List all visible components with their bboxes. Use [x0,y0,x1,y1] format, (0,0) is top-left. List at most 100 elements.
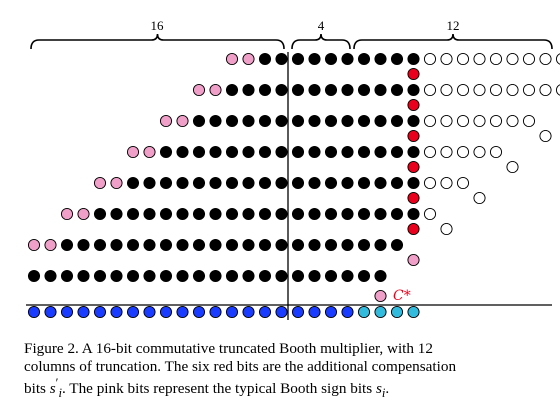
partial-product-bit [324,176,338,190]
partial-product-bit [308,176,321,190]
partial-product-bit [324,269,338,283]
truncated-bit [423,52,437,66]
partial-product-bit [357,176,371,190]
partial-product-bit [291,83,305,97]
partial-product-bit [93,238,107,252]
partial-product-bit [159,238,173,252]
product-bit [143,305,156,319]
partial-product-bit [374,114,387,128]
partial-product-bit [110,207,123,221]
partial-product-bit [110,269,123,283]
caption-line-1: Figure 2. A 16-bit commutative truncated… [24,340,433,357]
symbol-sub-i: i [58,386,62,401]
truncated-bit [456,83,470,97]
partial-product-bit [176,145,189,159]
partial-product-bit [341,176,354,190]
partial-product-bit [390,52,404,66]
partial-product-bit [407,52,420,66]
product-bit [275,305,288,319]
partial-product-bit [308,269,321,283]
compensation-bit [407,222,420,236]
partial-product-bit [291,207,305,221]
partial-product-bit [242,145,255,159]
partial-product-bit [192,207,206,221]
column-braces: 16 4 12 [30,18,553,50]
partial-product-bit [341,207,354,221]
truncated-bit [456,114,470,128]
partial-product-bit [60,269,74,283]
partial-product-bit [324,52,338,66]
truncated-bit [440,83,453,97]
product-bit [126,305,140,319]
partial-product-bit [407,176,420,190]
partial-product-bit [357,207,371,221]
partial-product-bit [159,269,173,283]
truncated-bit [539,129,552,143]
partial-product-bit [308,238,321,252]
truncated-bit [539,52,552,66]
partial-product-bits [27,52,560,303]
product-bit [93,305,107,319]
product-bit [192,305,206,319]
partial-product-bit [44,269,57,283]
truncated-bit [440,114,453,128]
partial-product-bit [258,83,272,97]
partial-product-bit [341,145,354,159]
truncated-bit [440,145,453,159]
truncated-bit [489,52,503,66]
partial-product-bit [176,176,189,190]
product-bit [60,305,74,319]
partial-product-bit [291,238,305,252]
product-bit [258,305,272,319]
partial-product-bit [275,52,288,66]
truncated-bit [473,114,486,128]
brace-16 [30,33,285,50]
brace-12-label: 12 [447,18,460,33]
truncated-bit [423,145,437,159]
truncated-bit [522,114,536,128]
partial-product-bit [258,176,272,190]
sign-bit [159,114,173,128]
truncated-bit [489,83,503,97]
partial-product-bit [374,83,387,97]
partial-product-bit [291,145,305,159]
partial-product-bit [357,114,371,128]
truncated-bit [473,52,486,66]
sign-bit [93,176,107,190]
partial-product-bit [390,238,404,252]
partial-product-bit [209,145,222,159]
sign-bit [374,289,387,303]
brace-4 [291,33,351,50]
compensation-bit [407,98,420,112]
brace-12 [353,33,553,50]
partial-product-bit [390,145,404,159]
partial-product-bit [209,114,222,128]
partial-product-bit [242,238,255,252]
partial-product-bit [324,207,338,221]
partial-product-bit [192,114,206,128]
sign-bit [209,83,222,97]
multiplier-diagram: 16 4 12 C* [26,18,560,320]
partial-product-bit [407,145,420,159]
product-bit [159,305,173,319]
caption-period: . [385,380,390,398]
truncated-bit [423,207,437,221]
partial-product-bit [258,269,272,283]
partial-product-bit [341,83,354,97]
partial-product-bit [374,145,387,159]
partial-product-bit [126,238,140,252]
partial-product-bit [176,269,189,283]
partial-product-bit [258,207,272,221]
partial-product-bit [192,145,206,159]
product-bit [324,305,338,319]
partial-product-bit [357,52,371,66]
sign-bit [176,114,189,128]
partial-product-bit [225,176,239,190]
partial-product-bit [192,269,206,283]
partial-product-bit [60,238,74,252]
product-bit [209,305,222,319]
partial-product-bit [357,269,371,283]
partial-product-bit [143,176,156,190]
partial-product-bit [407,207,420,221]
partial-product-bit [192,238,206,252]
